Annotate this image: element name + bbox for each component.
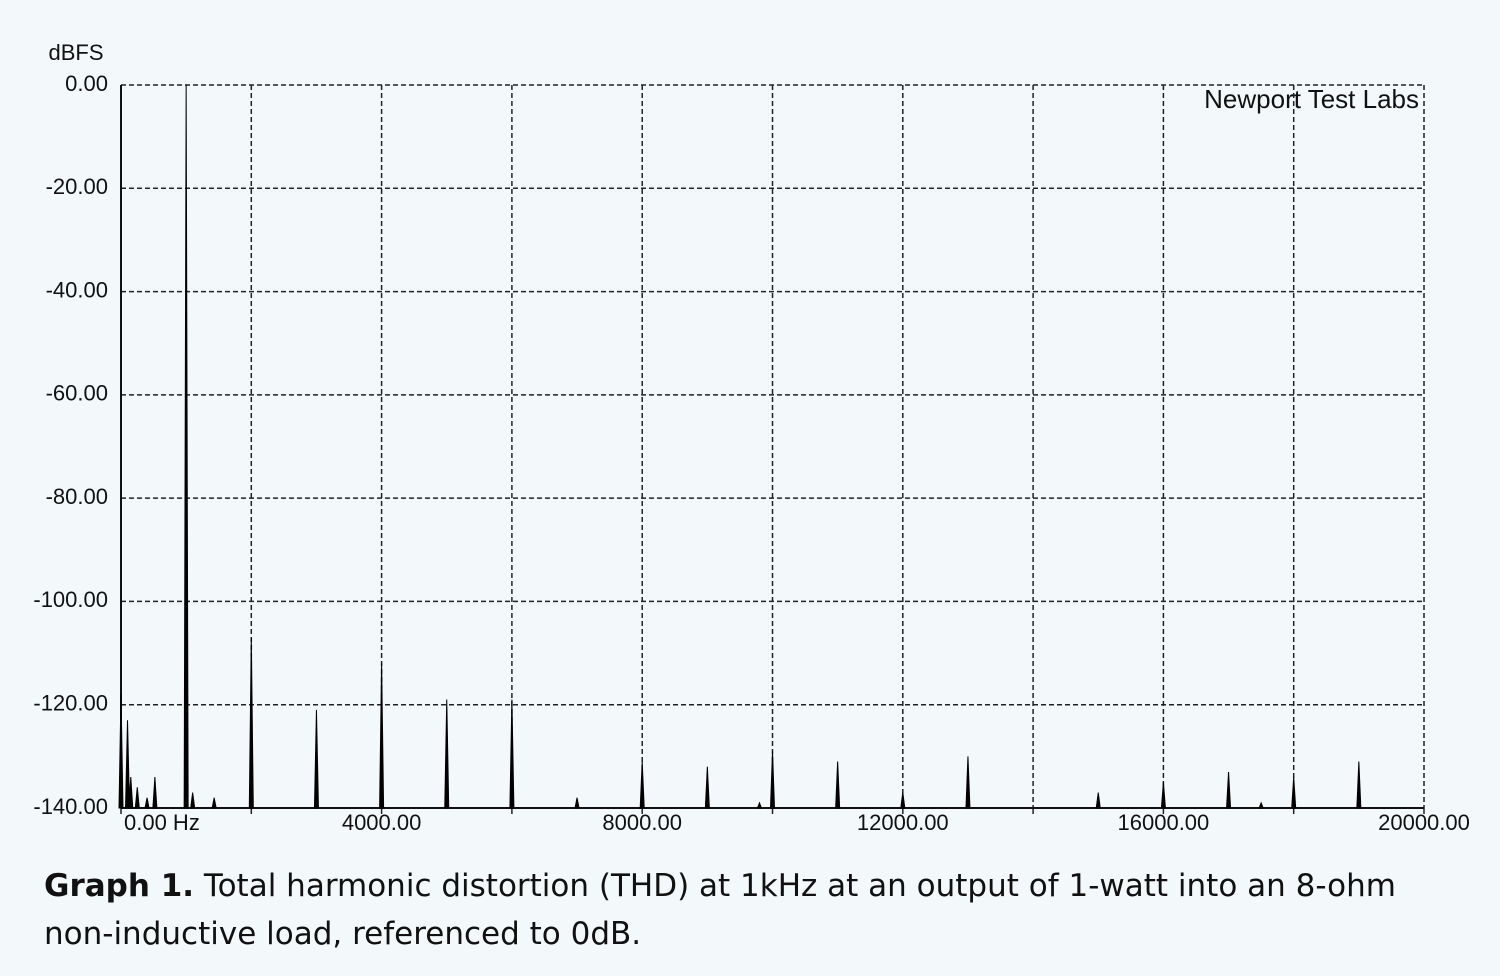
spectrum-peak bbox=[704, 766, 710, 809]
spectrum-peak bbox=[211, 797, 217, 809]
spectrum-peak bbox=[313, 709, 319, 809]
spectrum-peak bbox=[1258, 801, 1264, 809]
x-tick-label: 4000.00 bbox=[342, 810, 422, 835]
spectrum-peak bbox=[769, 751, 776, 809]
x-tick-label: 20000.00 bbox=[1378, 810, 1470, 835]
caption-text: Total harmonic distortion (THD) at 1kHz … bbox=[44, 868, 1396, 952]
spectrum-peak bbox=[965, 756, 971, 809]
y-tick-label: -100.00 bbox=[33, 587, 108, 612]
spectrum-peak bbox=[1291, 776, 1297, 809]
spectrum-peak bbox=[248, 637, 254, 809]
spectrum-peak bbox=[183, 84, 189, 809]
spectrum-peak bbox=[1226, 771, 1232, 809]
y-tick-label: -140.00 bbox=[33, 794, 108, 819]
spectrum-peak bbox=[1356, 761, 1362, 809]
x-tick-label: 8000.00 bbox=[602, 810, 682, 835]
caption-label: Graph 1. bbox=[44, 868, 195, 904]
y-tick-label: -60.00 bbox=[46, 381, 108, 406]
y-tick-label: 0.00 bbox=[65, 71, 108, 96]
spectrum-peak bbox=[118, 694, 124, 809]
spectrum-peak bbox=[379, 663, 385, 809]
spectrum-peak bbox=[144, 797, 150, 809]
x-tick-label: 0.00 Hz bbox=[124, 810, 200, 835]
y-tick-label: -120.00 bbox=[33, 691, 108, 716]
x-tick-label: 12000.00 bbox=[857, 810, 949, 835]
spectrum-peak bbox=[574, 797, 580, 809]
spectrum-peak bbox=[835, 761, 841, 809]
spectrum-peak bbox=[152, 776, 158, 809]
spectrum-peak bbox=[756, 801, 763, 809]
x-tick-label: 16000.00 bbox=[1118, 810, 1210, 835]
y-tick-label: -40.00 bbox=[46, 277, 108, 302]
spectrum-peak bbox=[125, 720, 131, 809]
spectrum-peak bbox=[128, 776, 134, 809]
y-tick-label: -80.00 bbox=[46, 484, 108, 509]
spectrum-peak bbox=[444, 699, 450, 809]
spectrum-peak bbox=[639, 761, 645, 809]
annotation: Newport Test Labs bbox=[1204, 84, 1419, 114]
caption: Graph 1. Total harmonic distortion (THD)… bbox=[44, 862, 1444, 958]
chart: dBFS Newport Test Labs 0.00 -20.00 -40.00 -… bbox=[33, 40, 1470, 835]
spectrum-peak bbox=[134, 787, 140, 809]
spectrum-peak bbox=[190, 792, 196, 809]
spectrum-peak bbox=[1095, 792, 1101, 809]
spectrum-peak bbox=[1160, 782, 1166, 809]
y-tick-label: -20.00 bbox=[46, 174, 108, 199]
spectrum-peak bbox=[900, 792, 906, 809]
spectrum-peak bbox=[509, 699, 515, 809]
y-axis-label: dBFS bbox=[48, 40, 103, 65]
